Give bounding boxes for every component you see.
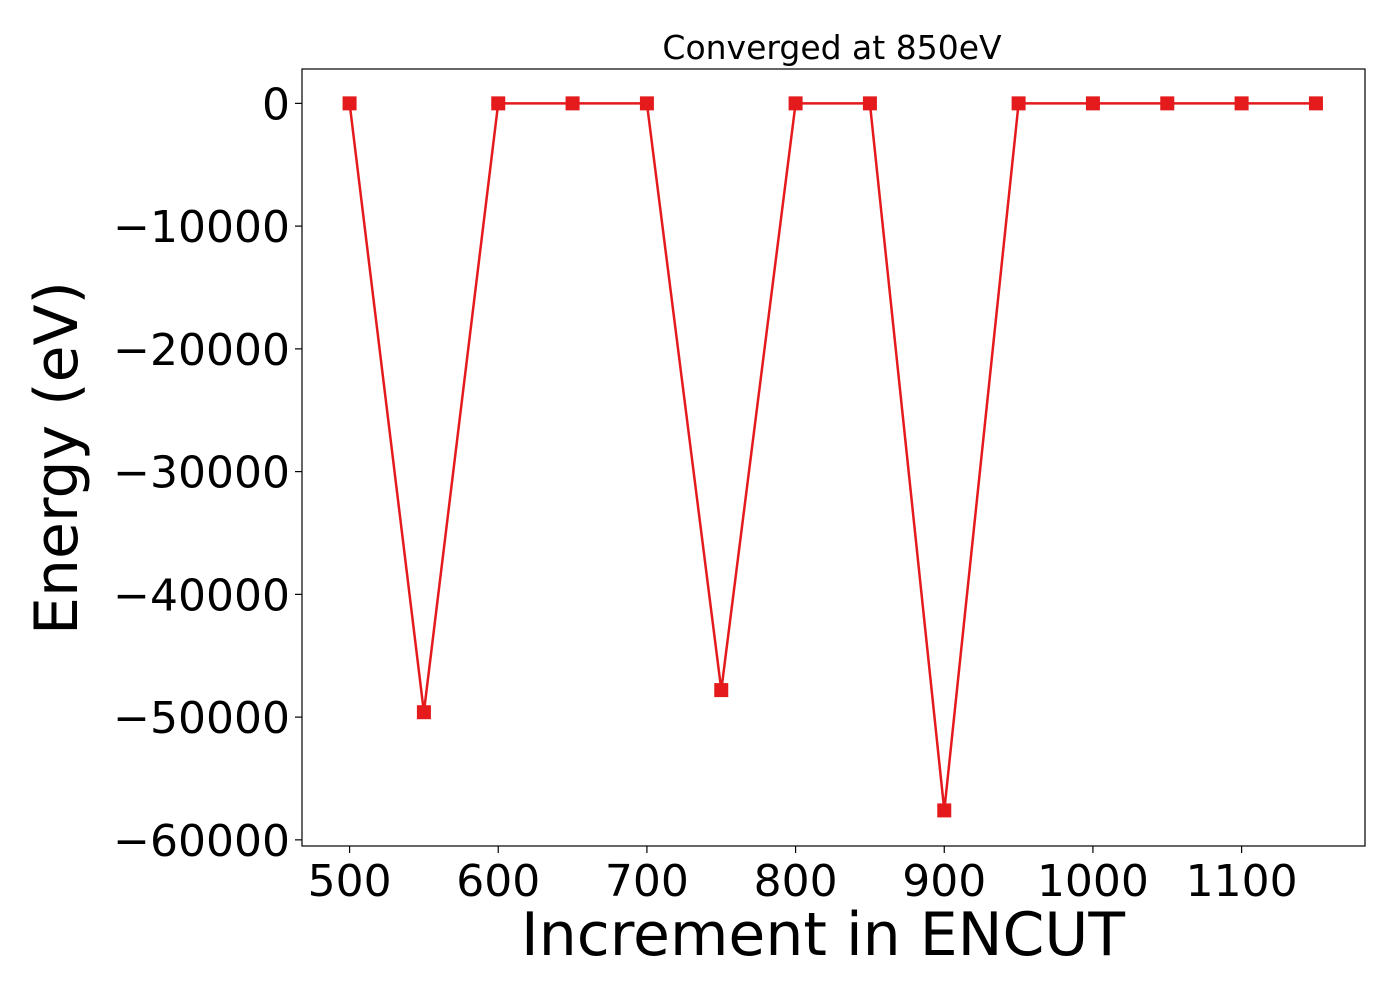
x-tick-label: 500 bbox=[308, 856, 392, 907]
y-axis: 0 −10000 −20000 −30000 −40000 −50000 −60000 bbox=[113, 79, 302, 867]
x-tick-label: 600 bbox=[456, 856, 540, 907]
data-point-marker bbox=[416, 705, 431, 720]
series-line bbox=[348, 102, 1316, 811]
x-tick-label: 1100 bbox=[1186, 856, 1298, 907]
data-point-marker bbox=[342, 96, 357, 111]
y-tick-label: −30000 bbox=[113, 448, 290, 499]
data-point-marker bbox=[1234, 96, 1249, 111]
y-tick-label: −20000 bbox=[113, 325, 290, 376]
y-tick-label: −40000 bbox=[113, 570, 290, 621]
data-point-marker bbox=[1160, 96, 1175, 111]
data-point-marker bbox=[714, 683, 729, 698]
plot-area-frame bbox=[301, 68, 1366, 847]
x-axis-label: Increment in ENCUT bbox=[521, 900, 1125, 970]
data-point-marker bbox=[1011, 96, 1026, 111]
data-point-marker bbox=[788, 96, 803, 111]
y-tick-label: 0 bbox=[262, 79, 290, 130]
data-point-marker bbox=[565, 96, 580, 111]
data-point-marker bbox=[491, 96, 506, 111]
x-tick-label: 700 bbox=[605, 856, 689, 907]
data-point-marker bbox=[1308, 96, 1323, 111]
chart-title: Converged at 850eV bbox=[662, 28, 1002, 67]
x-tick-label: 800 bbox=[754, 856, 838, 907]
series-markers bbox=[342, 96, 1323, 818]
y-tick-label: −10000 bbox=[113, 202, 290, 253]
data-point-marker bbox=[862, 96, 877, 111]
y-tick-label: −60000 bbox=[113, 816, 290, 867]
y-axis-label: Energy (eV) bbox=[22, 281, 92, 635]
x-tick-label: 1000 bbox=[1037, 856, 1149, 907]
data-point-marker bbox=[937, 803, 952, 818]
x-axis: 500 600 700 800 900 1000 1100 bbox=[308, 846, 1298, 907]
y-tick-label: −50000 bbox=[113, 693, 290, 744]
x-tick-label: 900 bbox=[902, 856, 986, 907]
data-point-marker bbox=[1085, 96, 1100, 111]
data-point-marker bbox=[639, 96, 654, 111]
